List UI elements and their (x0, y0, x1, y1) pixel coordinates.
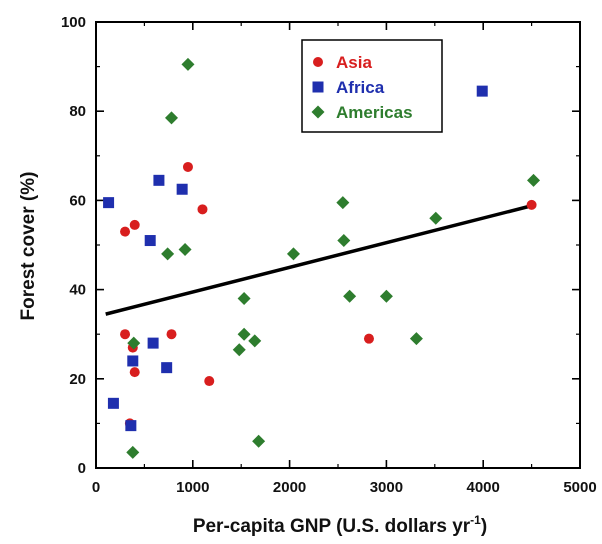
trendline (105, 204, 533, 316)
series-africa (103, 85, 488, 432)
x-tick-label: 1000 (176, 479, 209, 496)
y-axis-label: Forest cover (%) (18, 172, 39, 321)
americas-point (161, 247, 175, 261)
plot-area: 0 1000 2000 3000 4000 5000 0 20 40 60 80 100 Asia Afr… (61, 14, 597, 496)
y-tick-label: 80 (69, 103, 86, 120)
y-tick-label: 100 (61, 14, 86, 31)
asia-point (363, 333, 374, 344)
americas-point (252, 434, 266, 448)
americas-point (337, 234, 351, 248)
x-axis-label: Per-capita GNP (U.S. dollars yr-1) (193, 513, 487, 537)
legend-box (301, 39, 443, 133)
africa-point (476, 85, 488, 97)
x-tick-label: 4000 (467, 479, 500, 496)
asia-point (166, 329, 177, 340)
legend-africa-label: Africa (336, 78, 385, 97)
africa-point (127, 355, 139, 367)
legend-americas-label: Americas (336, 103, 413, 122)
americas-point (409, 332, 423, 346)
asia-point (120, 226, 131, 237)
x-tick-label: 5000 (563, 479, 596, 496)
asia-point (526, 199, 537, 210)
africa-point (103, 197, 115, 209)
africa-point (161, 362, 173, 374)
africa-point (107, 397, 119, 409)
americas-point (127, 336, 141, 350)
asia-point (129, 219, 140, 230)
legend-asia-marker (313, 57, 323, 67)
legend-africa-marker (312, 81, 324, 93)
americas-point (237, 327, 251, 341)
americas-point (286, 247, 300, 261)
africa-point (125, 420, 137, 432)
africa-point (153, 174, 165, 186)
americas-point (379, 289, 393, 303)
americas-point (336, 196, 350, 210)
americas-point (165, 111, 179, 125)
y-tick-label: 60 (69, 192, 86, 209)
x-tick-label: 0 (92, 479, 100, 496)
asia-point (129, 367, 140, 378)
legend-americas-marker (311, 105, 325, 119)
asia-point (182, 161, 193, 172)
x-axis-label-main: Per-capita GNP (U.S. dollars yr (193, 516, 471, 537)
americas-point (248, 334, 262, 348)
africa-point (144, 235, 156, 247)
legend: Asia Africa Americas (301, 39, 443, 133)
asia-point (197, 204, 208, 215)
x-axis-label-exponent: -1 (470, 513, 481, 527)
americas-point (237, 292, 251, 306)
x-tick-label: 3000 (370, 479, 403, 496)
legend-asia-label: Asia (336, 53, 372, 72)
americas-point (429, 211, 443, 225)
americas-point (527, 173, 541, 187)
x-axis-label-close: ) (481, 516, 487, 537)
y-tick-label: 40 (69, 282, 86, 299)
americas-point (343, 289, 357, 303)
y-tick-label: 20 (69, 371, 86, 388)
asia-point (120, 329, 131, 340)
x-tick-label: 2000 (273, 479, 306, 496)
asia-point (204, 376, 215, 387)
americas-point (178, 242, 192, 256)
y-tick-label: 0 (78, 460, 86, 477)
americas-point (126, 445, 140, 459)
africa-point (147, 337, 159, 349)
series-americas (126, 57, 541, 459)
americas-point (232, 343, 246, 357)
africa-point (176, 183, 188, 195)
americas-point (181, 57, 195, 71)
